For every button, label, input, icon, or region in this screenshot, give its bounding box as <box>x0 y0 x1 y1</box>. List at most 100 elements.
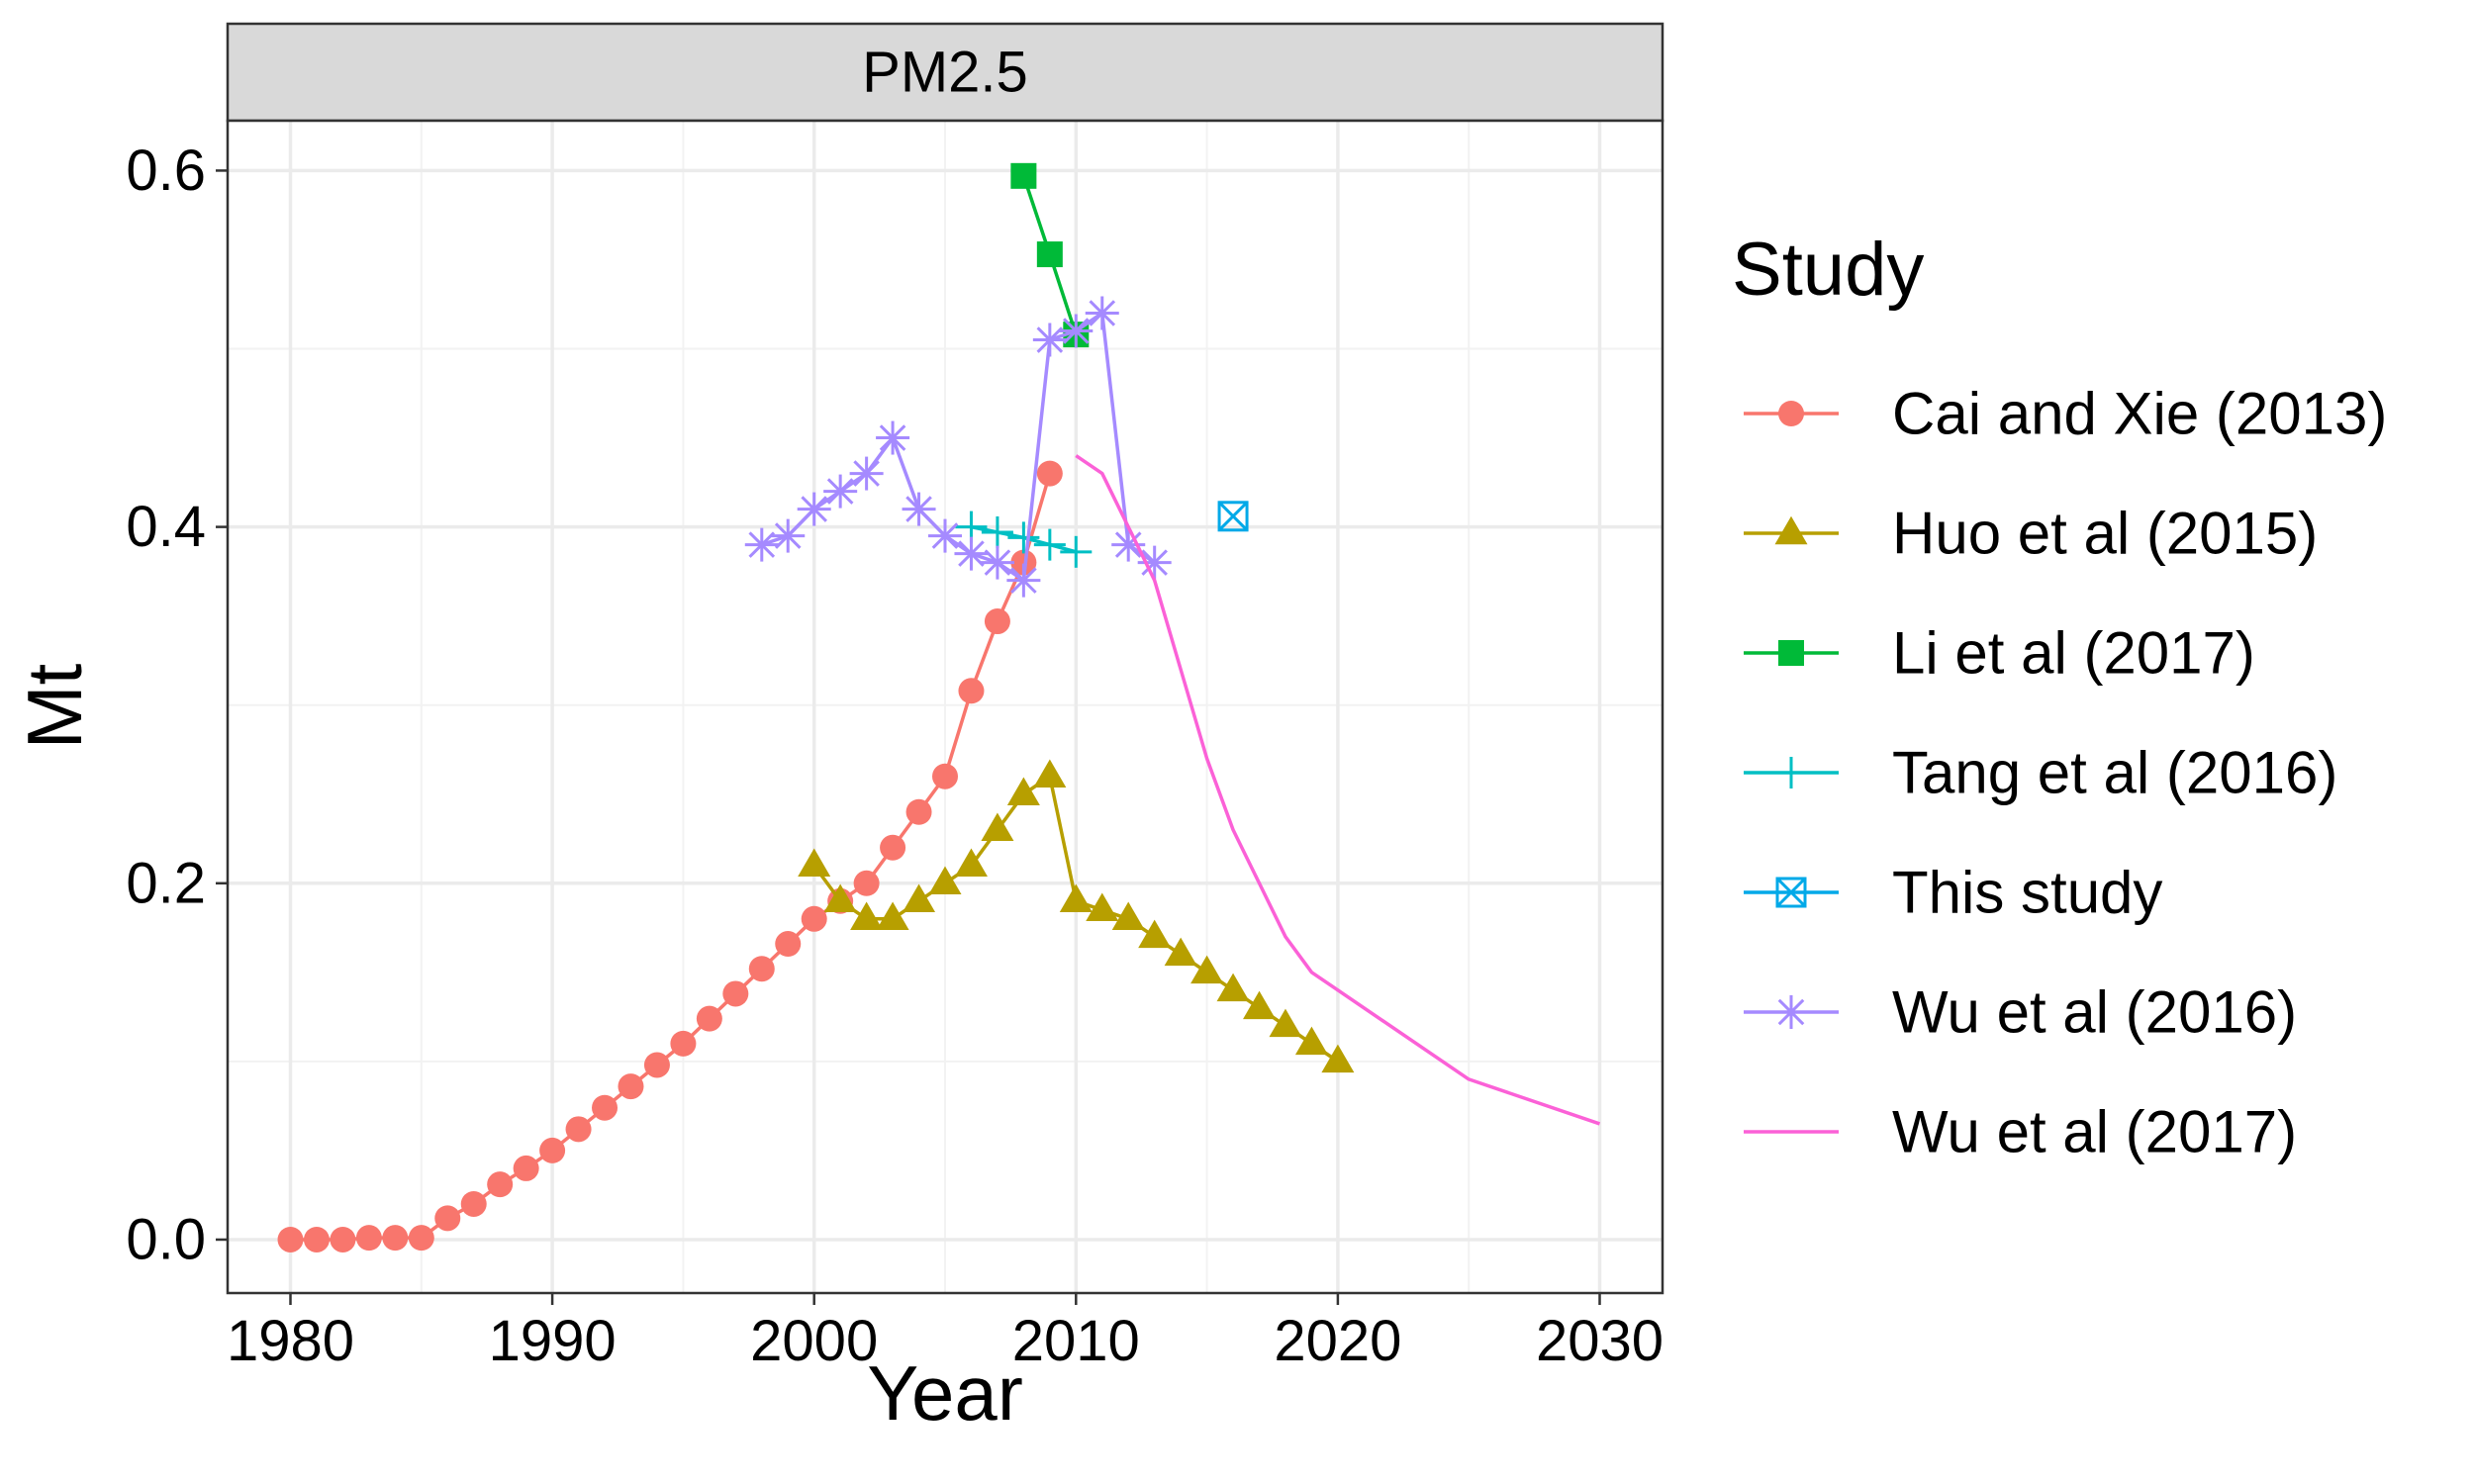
data-point-wu-et-al-2016 <box>1137 545 1172 580</box>
data-point-wu-et-al-2016 <box>771 518 806 553</box>
series-wu-et-al-2016 <box>744 296 1172 598</box>
data-point-huo-et-al-2015 <box>1086 892 1119 922</box>
series-line-wu-et-al-2016 <box>761 311 1156 583</box>
legend-label: Wu et al (2016) <box>1892 979 2297 1046</box>
legend-key-marker <box>1774 515 1808 545</box>
x-tick-label: 2030 <box>1536 1309 1664 1373</box>
data-point-huo-et-al-2015 <box>1059 883 1093 913</box>
data-point-cai-and-xie-2013 <box>880 834 906 861</box>
data-point-wu-et-al-2016 <box>1032 323 1067 357</box>
data-point-tang-et-al-2016 <box>1060 535 1093 568</box>
data-point-huo-et-al-2015 <box>903 883 936 913</box>
x-tick-label: 2000 <box>750 1309 878 1373</box>
legend-label: Tang et al (2016) <box>1892 740 2337 806</box>
legend-item-this-study: This study <box>1744 860 2162 926</box>
y-axis: 0.0 0.2 0.4 0.6 <box>126 139 228 1271</box>
legend-item-huo-et-al-2015: Huo et al (2015) <box>1744 501 2318 567</box>
series-huo-et-al-2015 <box>798 759 1355 1073</box>
data-point-wu-et-al-2016 <box>928 518 962 553</box>
legend-label: This study <box>1892 860 2162 926</box>
legend-key-marker <box>1778 640 1804 666</box>
y-tick-label: 0.6 <box>126 139 206 203</box>
x-axis: 1980 1990 2000 2010 2020 2030 <box>227 1293 1664 1373</box>
data-point-cai-and-xie-2013 <box>1010 549 1037 576</box>
data-point-huo-et-al-2015 <box>981 812 1014 842</box>
data-point-huo-et-al-2015 <box>928 866 962 895</box>
x-axis-title: Year <box>867 1349 1023 1437</box>
data-point-wu-et-al-2016 <box>980 545 1014 580</box>
data-point-cai-and-xie-2013 <box>722 980 749 1007</box>
data-point-cai-and-xie-2013 <box>303 1226 330 1252</box>
data-point-cai-and-xie-2013 <box>932 763 958 789</box>
data-point-tang-et-al-2016 <box>1033 528 1066 561</box>
series-tang-et-al-2016 <box>955 510 1093 568</box>
data-point-cai-and-xie-2013 <box>592 1094 618 1121</box>
data-point-huo-et-al-2015 <box>850 901 884 931</box>
series-cai-and-xie-2013 <box>277 460 1063 1252</box>
data-point-wu-et-al-2016 <box>849 456 884 491</box>
data-point-cai-and-xie-2013 <box>355 1225 382 1252</box>
data-point-huo-et-al-2015 <box>1111 901 1145 931</box>
data-point-wu-et-al-2016 <box>823 474 858 509</box>
series-this-study <box>1217 501 1249 532</box>
data-point-cai-and-xie-2013 <box>330 1226 356 1252</box>
data-point-tang-et-al-2016 <box>981 516 1013 549</box>
legend-item-wu-et-al-2017: Wu et al (2017) <box>1744 1099 2297 1165</box>
data-point-cai-and-xie-2013 <box>277 1226 304 1252</box>
data-point-cai-and-xie-2013 <box>643 1052 670 1078</box>
data-point-cai-and-xie-2013 <box>696 1005 722 1032</box>
series-layer <box>277 162 1601 1252</box>
series-wu-et-al-2017 <box>1075 454 1601 1126</box>
data-point-cai-and-xie-2013 <box>905 798 932 825</box>
data-point-wu-et-al-2016 <box>902 492 936 526</box>
data-point-cai-and-xie-2013 <box>748 956 775 982</box>
series-li-et-al-2017 <box>1010 162 1090 348</box>
legend-item-wu-et-al-2016: Wu et al (2016) <box>1744 979 2297 1046</box>
grid-minor <box>228 121 1663 1293</box>
data-point-huo-et-al-2015 <box>1164 937 1197 967</box>
legend-item-tang-et-al-2016: Tang et al (2016) <box>1744 740 2337 806</box>
y-tick-label: 0.4 <box>126 495 206 559</box>
y-axis-title: Mt <box>11 663 98 749</box>
data-point-li-et-al-2017 <box>1010 162 1037 189</box>
data-point-wu-et-al-2016 <box>876 420 910 455</box>
data-point-cai-and-xie-2013 <box>460 1190 487 1217</box>
y-tick-label: 0.0 <box>126 1207 206 1271</box>
legend-item-cai-and-xie-2013: Cai and Xie (2013) <box>1744 381 2387 447</box>
legend-key-marker <box>1778 401 1804 426</box>
legend-title: Study <box>1732 228 1924 312</box>
legend-item-li-et-al-2017: Li et al (2017) <box>1744 620 2255 687</box>
legend-label: Huo et al (2015) <box>1892 501 2318 567</box>
data-point-cai-and-xie-2013 <box>434 1205 461 1232</box>
data-point-cai-and-xie-2013 <box>801 905 827 932</box>
data-point-huo-et-al-2015 <box>1269 1008 1302 1038</box>
data-point-cai-and-xie-2013 <box>408 1225 434 1252</box>
data-point-huo-et-al-2015 <box>954 848 988 878</box>
data-point-cai-and-xie-2013 <box>853 870 880 896</box>
data-point-wu-et-al-2016 <box>1085 296 1119 330</box>
data-point-wu-et-al-2016 <box>797 492 831 526</box>
x-tick-label: 1990 <box>489 1309 617 1373</box>
data-point-huo-et-al-2015 <box>798 848 831 878</box>
data-point-wu-et-al-2016 <box>1006 563 1041 598</box>
facet-strip-background <box>226 22 1665 123</box>
legend-label: Cai and Xie (2013) <box>1892 381 2387 447</box>
data-point-cai-and-xie-2013 <box>618 1073 644 1100</box>
x-tick-label: 2010 <box>1012 1309 1140 1373</box>
y-tick-label: 0.2 <box>126 851 206 915</box>
data-point-cai-and-xie-2013 <box>670 1030 697 1057</box>
facet-strip-label: PM2.5 <box>862 41 1028 105</box>
plot-panel-border <box>226 119 1665 1295</box>
data-point-cai-and-xie-2013 <box>984 608 1010 635</box>
data-point-huo-et-al-2015 <box>1216 973 1250 1002</box>
data-point-huo-et-al-2015 <box>1294 1026 1328 1056</box>
data-point-huo-et-al-2015 <box>1033 759 1067 788</box>
data-point-huo-et-al-2015 <box>1190 955 1224 984</box>
data-point-li-et-al-2017 <box>1036 241 1063 268</box>
legend-label: Li et al (2017) <box>1892 620 2255 687</box>
data-point-cai-and-xie-2013 <box>513 1155 539 1181</box>
data-point-huo-et-al-2015 <box>876 901 909 931</box>
data-point-wu-et-al-2016 <box>744 527 779 562</box>
x-tick-label: 1980 <box>227 1309 354 1373</box>
data-point-cai-and-xie-2013 <box>539 1137 566 1163</box>
